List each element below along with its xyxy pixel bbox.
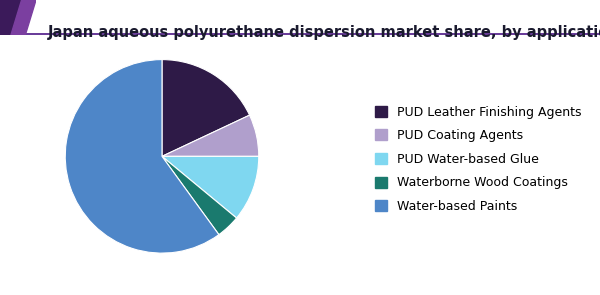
Wedge shape: [65, 60, 219, 253]
Text: Japan aqueous polyurethane dispersion market share, by application, 2017 (%): Japan aqueous polyurethane dispersion ma…: [48, 25, 600, 40]
Wedge shape: [162, 156, 259, 218]
Wedge shape: [162, 60, 250, 156]
Wedge shape: [162, 156, 236, 235]
Legend: PUD Leather Finishing Agents, PUD Coating Agents, PUD Water-based Glue, Waterbor: PUD Leather Finishing Agents, PUD Coatin…: [368, 99, 588, 219]
Polygon shape: [11, 0, 36, 35]
Polygon shape: [0, 0, 22, 35]
Wedge shape: [162, 115, 259, 156]
